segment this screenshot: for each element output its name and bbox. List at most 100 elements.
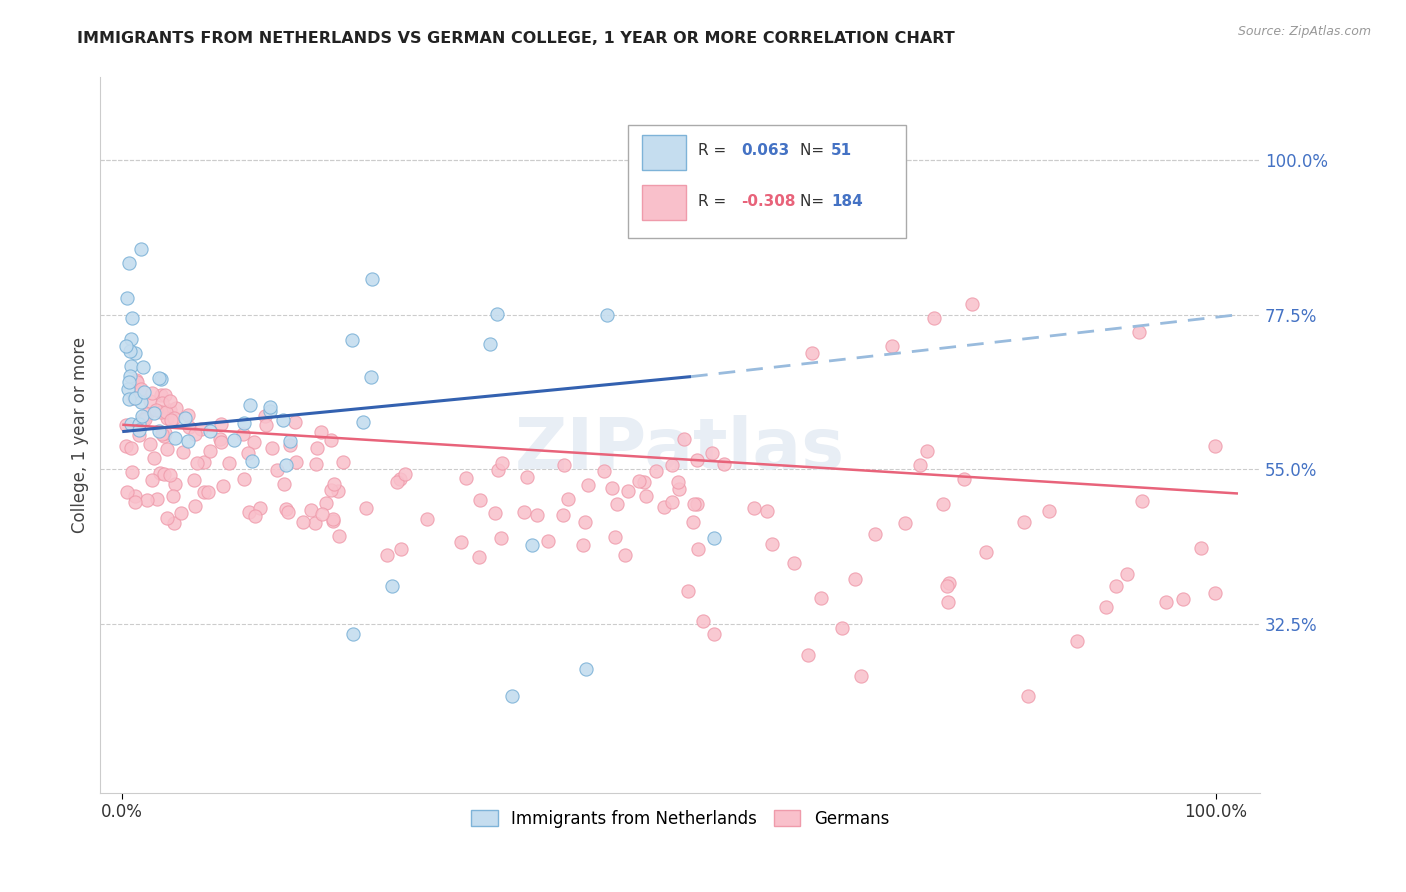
Point [454,471,477,485]
Point [938,576,960,591]
Point [633,475,655,490]
Point [1066,634,1088,648]
Point [163,476,186,491]
Point [537,534,560,549]
Point [796,648,818,662]
Point [360,271,382,285]
Point [702,445,724,459]
Point [672,432,695,446]
Point [932,497,955,511]
Point [576,477,599,491]
Point [513,505,536,519]
Point [120,441,142,455]
Point [291,516,314,530]
Point [193,455,215,469]
Point [634,489,657,503]
Point [342,627,364,641]
Point [156,411,179,425]
Point [661,495,683,509]
Point [218,456,240,470]
Point [801,345,824,359]
Point [603,530,626,544]
Point [278,438,301,452]
Point [381,579,404,593]
Point [571,538,593,552]
Point [139,393,162,408]
Point [491,456,513,470]
Point [121,311,143,326]
Bar [643,135,686,170]
Point [125,373,148,387]
Point [232,472,254,486]
Point [198,425,221,439]
Point [146,491,169,506]
Point [326,484,349,499]
Point [783,556,806,570]
Point [141,473,163,487]
Point [128,417,150,431]
Point [1012,515,1035,529]
Point [238,446,260,460]
Point [159,403,181,417]
Point [491,531,513,545]
Text: R =: R = [697,143,731,158]
Point [124,391,146,405]
Point [284,415,307,429]
Point [1171,592,1194,607]
Point [132,411,155,425]
Point [153,387,176,401]
Point [682,497,704,511]
Bar [643,185,686,220]
Point [319,483,342,498]
Point [156,442,179,457]
Point [150,387,173,401]
Text: 0.063: 0.063 [741,143,790,158]
Point [922,311,945,326]
Point [844,572,866,586]
Point [685,452,707,467]
Text: 184: 184 [831,194,863,209]
Point [668,482,690,496]
Point [121,465,143,479]
Point [299,503,322,517]
Point [184,500,207,514]
Point [596,308,619,322]
Point [129,243,152,257]
Point [553,458,575,473]
Point [882,338,904,352]
Point [304,516,326,530]
Point [198,444,221,458]
Point [644,465,666,479]
Point [118,392,141,407]
Point [136,492,159,507]
Point [177,434,200,448]
Point [602,481,624,495]
Point [211,479,233,493]
Point [124,495,146,509]
Point [183,426,205,441]
Point [266,462,288,476]
Point [863,527,886,541]
Point [1128,325,1150,339]
Point [387,475,409,490]
Point [960,297,983,311]
Point [486,463,509,477]
Point [756,504,779,518]
Point [703,627,725,641]
Point [148,424,170,438]
Point [117,382,139,396]
Point [908,458,931,472]
Point [377,548,399,562]
Point [1204,439,1226,453]
Point [340,333,363,347]
Point [666,475,689,489]
Text: ZIPatlas: ZIPatlas [515,415,845,483]
Point [155,405,177,419]
Point [193,485,215,500]
Point [271,413,294,427]
Point [894,516,917,530]
Point [484,506,506,520]
Point [1038,504,1060,518]
Point [115,291,138,305]
Point [1095,599,1118,614]
